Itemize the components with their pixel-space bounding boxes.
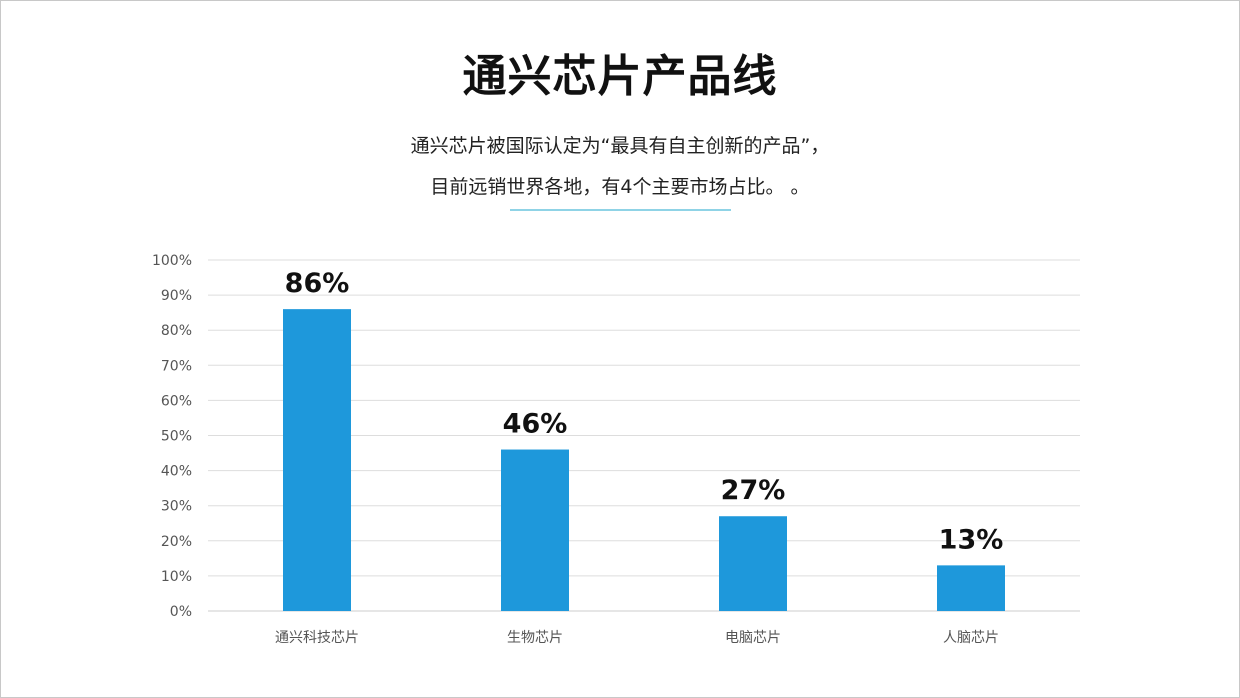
y-tick-label: 30%: [161, 499, 192, 515]
y-tick-label: 80%: [161, 323, 192, 339]
bar: [283, 309, 351, 611]
x-category-label: 电脑芯片: [725, 630, 781, 646]
y-tick-label: 60%: [161, 393, 192, 409]
y-tick-label: 100%: [152, 253, 192, 269]
bar-value-label: 13%: [939, 524, 1004, 555]
title-divider: [510, 209, 731, 211]
bar: [937, 565, 1005, 611]
bar-value-label: 46%: [503, 409, 568, 440]
page-title: 通兴芯片产品线: [462, 51, 778, 102]
x-category-label: 生物芯片: [507, 630, 563, 646]
y-tick-label: 70%: [161, 358, 192, 374]
y-tick-label: 10%: [161, 569, 192, 585]
bar-value-label: 86%: [285, 268, 350, 299]
y-tick-label: 0%: [170, 604, 192, 620]
x-category-label: 通兴科技芯片: [275, 630, 359, 646]
bar: [501, 449, 569, 611]
bar: [719, 516, 787, 611]
bar-value-label: 27%: [721, 475, 786, 506]
subtitle-line-1: 通兴芯片被国际认定为“最具有自主创新的产品”，: [410, 135, 830, 157]
y-tick-label: 50%: [161, 429, 192, 445]
x-category-label: 人脑芯片: [943, 630, 999, 646]
y-tick-label: 90%: [161, 288, 192, 304]
y-tick-label: 20%: [161, 534, 192, 550]
subtitle-line-2: 目前远销世界各地，有4个主要市场占比。 。: [430, 176, 810, 198]
y-tick-label: 40%: [161, 464, 192, 480]
